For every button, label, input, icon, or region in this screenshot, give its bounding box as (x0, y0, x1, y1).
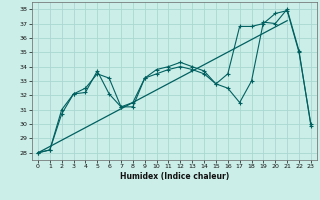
X-axis label: Humidex (Indice chaleur): Humidex (Indice chaleur) (120, 172, 229, 181)
